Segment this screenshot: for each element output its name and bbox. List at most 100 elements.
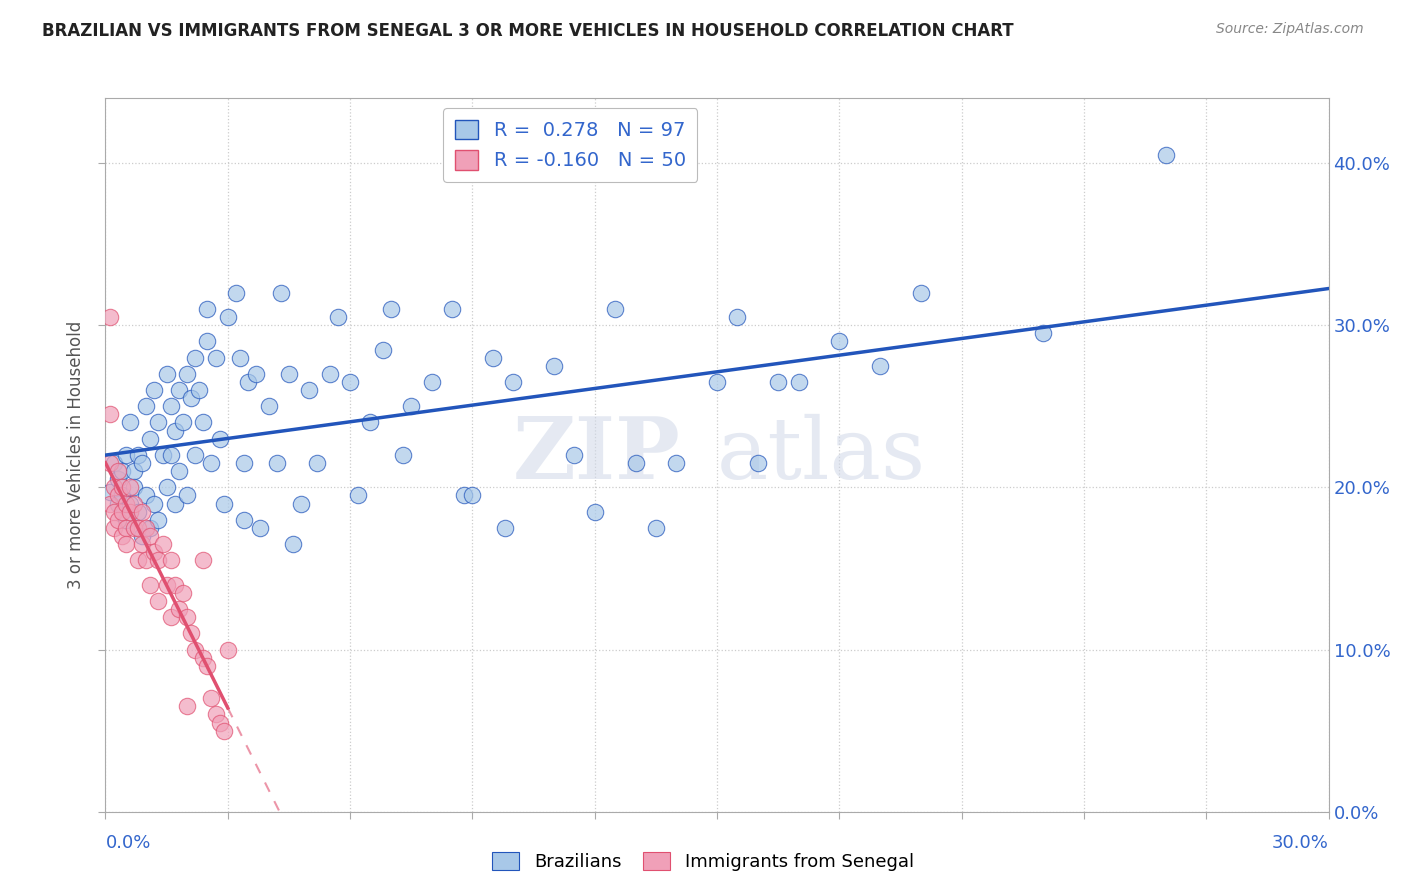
Point: [401, 399, 423, 413]
Point: [747, 456, 769, 470]
Point: [118, 497, 141, 511]
Point: [139, 529, 162, 543]
Point: [453, 488, 475, 502]
Point: [103, 521, 125, 535]
Point: [502, 375, 524, 389]
Point: [172, 586, 194, 600]
Point: [167, 383, 190, 397]
Point: [910, 285, 932, 300]
Point: [139, 432, 162, 446]
Point: [118, 480, 141, 494]
Point: [828, 334, 851, 349]
Point: [605, 301, 627, 316]
Point: [217, 310, 239, 324]
Point: [103, 480, 125, 494]
Point: [180, 391, 202, 405]
Point: [118, 505, 141, 519]
Point: [371, 343, 394, 357]
Point: [122, 497, 145, 511]
Point: [461, 488, 484, 502]
Point: [98, 497, 121, 511]
Point: [98, 485, 121, 500]
Point: [420, 375, 443, 389]
Point: [318, 367, 342, 381]
Point: [98, 408, 121, 422]
Point: [1154, 148, 1177, 162]
Point: [163, 497, 186, 511]
Point: [127, 553, 149, 567]
Text: atlas: atlas: [717, 413, 927, 497]
Point: [184, 642, 207, 657]
Point: [176, 488, 198, 502]
Point: [347, 488, 370, 502]
Point: [543, 359, 565, 373]
Point: [148, 513, 170, 527]
Point: [127, 505, 149, 519]
Point: [270, 285, 292, 300]
Point: [118, 416, 141, 430]
Point: [139, 577, 162, 591]
Point: [111, 464, 134, 478]
Point: [107, 488, 129, 502]
Point: [380, 301, 402, 316]
Point: [257, 399, 280, 413]
Point: [103, 456, 125, 470]
Point: [204, 707, 226, 722]
Y-axis label: 3 or more Vehicles in Household: 3 or more Vehicles in Household: [67, 321, 86, 589]
Point: [107, 472, 129, 486]
Point: [233, 456, 256, 470]
Point: [180, 626, 202, 640]
Text: BRAZILIAN VS IMMIGRANTS FROM SENEGAL 3 OR MORE VEHICLES IN HOUSEHOLD CORRELATION: BRAZILIAN VS IMMIGRANTS FROM SENEGAL 3 O…: [42, 22, 1014, 40]
Point: [159, 399, 181, 413]
Point: [208, 715, 231, 730]
Point: [156, 577, 179, 591]
Point: [184, 448, 207, 462]
Point: [163, 424, 186, 438]
Point: [148, 553, 170, 567]
Point: [233, 513, 256, 527]
Point: [188, 383, 211, 397]
Point: [167, 602, 190, 616]
Point: [204, 351, 226, 365]
Point: [163, 577, 186, 591]
Point: [159, 610, 181, 624]
Point: [111, 488, 134, 502]
Point: [392, 448, 415, 462]
Point: [441, 301, 464, 316]
Point: [115, 521, 138, 535]
Point: [135, 521, 157, 535]
Point: [156, 480, 179, 494]
Point: [122, 464, 145, 478]
Point: [131, 529, 153, 543]
Point: [644, 521, 668, 535]
Point: [245, 367, 267, 381]
Point: [360, 416, 382, 430]
Point: [193, 416, 215, 430]
Point: [148, 594, 170, 608]
Point: [869, 359, 891, 373]
Point: [197, 334, 219, 349]
Point: [167, 464, 190, 478]
Point: [159, 553, 181, 567]
Point: [107, 464, 129, 478]
Point: [281, 537, 304, 551]
Point: [307, 456, 329, 470]
Point: [115, 497, 138, 511]
Point: [193, 650, 215, 665]
Point: [127, 448, 149, 462]
Point: [339, 375, 361, 389]
Point: [115, 448, 138, 462]
Point: [176, 699, 198, 714]
Point: [481, 351, 505, 365]
Point: [197, 658, 219, 673]
Point: [624, 456, 647, 470]
Point: [159, 448, 181, 462]
Point: [172, 416, 194, 430]
Point: [583, 505, 606, 519]
Point: [727, 310, 749, 324]
Point: [152, 537, 174, 551]
Point: [200, 456, 222, 470]
Point: [787, 375, 810, 389]
Point: [143, 545, 166, 559]
Point: [107, 497, 129, 511]
